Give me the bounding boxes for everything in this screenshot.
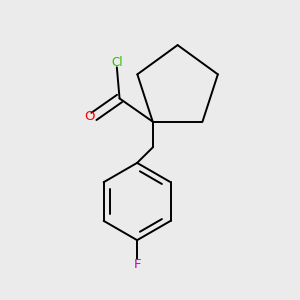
Text: Cl: Cl	[111, 56, 123, 69]
Text: O: O	[84, 110, 94, 123]
Text: F: F	[134, 258, 141, 271]
